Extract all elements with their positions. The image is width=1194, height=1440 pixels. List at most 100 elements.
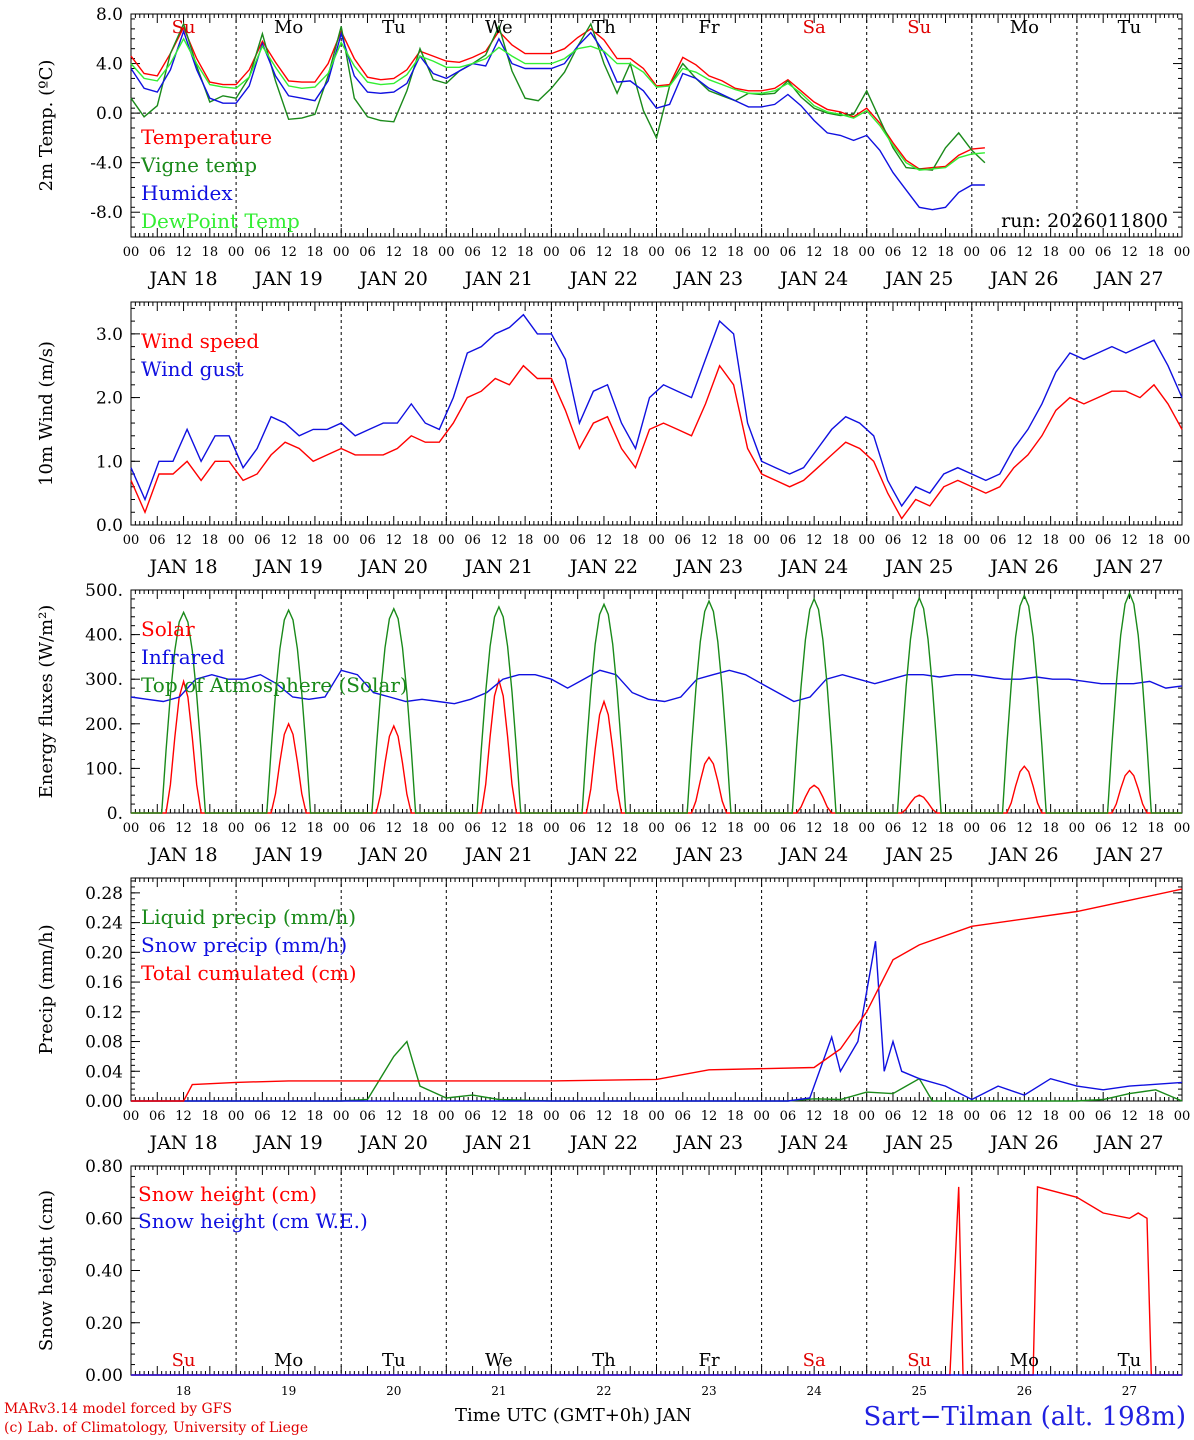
- x-hour-label: 18: [517, 533, 534, 548]
- x-hour-label: 00: [543, 533, 560, 548]
- x-hour-label: 06: [149, 821, 166, 836]
- x-hour-label: 00: [1069, 1109, 1086, 1124]
- x-hour-label: 06: [464, 821, 481, 836]
- weekday-label: Tu: [382, 17, 406, 38]
- series-line: [130, 25, 985, 170]
- x-day-label: JAN 24: [778, 1132, 848, 1154]
- x-hour-label: 18: [727, 533, 744, 548]
- y-axis-label: Precip (mm/h): [36, 924, 57, 1054]
- x-hour-label: 06: [1095, 533, 1112, 548]
- x-hour-label: 18: [937, 821, 954, 836]
- x-hour-label: 12: [280, 245, 297, 260]
- panel-5: 0.00 0.20 0.40 0.60 0.80 Snow height (cm) Snow…: [36, 1157, 1183, 1398]
- series-line: [131, 1040, 1183, 1102]
- legend-entry: Vigne temp: [140, 153, 257, 177]
- x-hour-label: 18: [937, 1109, 954, 1124]
- x-hour-label: 18: [307, 1109, 324, 1124]
- x-hour-label: 18: [727, 821, 744, 836]
- x-hour-label: 18: [832, 245, 849, 260]
- x-hour-label: 18: [517, 1109, 534, 1124]
- x-hour-label: 18: [412, 1109, 429, 1124]
- x-hour-label: 00: [753, 533, 770, 548]
- weekday-label: We: [485, 1350, 513, 1371]
- x-hour-label: 06: [675, 821, 692, 836]
- x-hour-label: 00: [543, 245, 560, 260]
- x-day-label: JAN 27: [1093, 556, 1163, 578]
- y-tick-label: 0.60: [85, 1209, 123, 1229]
- plot-frame: [130, 13, 1183, 238]
- x-hour-label: 12: [806, 533, 823, 548]
- x-day-number: 18: [176, 1384, 191, 1398]
- y-axis-label: Energy fluxes (W/m²): [36, 605, 57, 799]
- x-hour-label: 00: [964, 1109, 981, 1124]
- x-hour-label: 00: [123, 821, 140, 836]
- y-tick-label: 0.08: [85, 1033, 123, 1053]
- x-axis-title: Time UTC (GMT+0h) JAN: [455, 1405, 692, 1426]
- x-hour-label: 06: [149, 245, 166, 260]
- series-line: [131, 888, 1183, 1102]
- x-day-number: 19: [281, 1384, 296, 1398]
- x-hour-label: 00: [858, 821, 875, 836]
- x-hour-label: 00: [964, 533, 981, 548]
- y-tick-label: 200.: [85, 715, 123, 735]
- weekday-label: Th: [592, 1350, 616, 1371]
- x-day-label: JAN 18: [147, 1132, 217, 1154]
- x-hour-label: 18: [937, 245, 954, 260]
- x-hour-label: 06: [675, 533, 692, 548]
- legend-entry: DewPoint Temp: [141, 209, 300, 233]
- x-hour-label: 06: [359, 1109, 376, 1124]
- y-tick-label: 2.0: [96, 389, 123, 409]
- x-day-label: JAN 22: [568, 844, 638, 866]
- x-hour-label: 12: [491, 821, 508, 836]
- x-hour-label: 18: [517, 245, 534, 260]
- x-hour-label: 18: [1042, 533, 1059, 548]
- x-hour-label: 12: [701, 821, 718, 836]
- x-hour-label: 12: [911, 533, 928, 548]
- x-day-label: JAN 27: [1093, 268, 1163, 290]
- x-day-label: JAN 18: [147, 556, 217, 578]
- x-hour-label: 00: [858, 245, 875, 260]
- x-hour-label: 00: [753, 1109, 770, 1124]
- x-hour-label: 06: [254, 533, 271, 548]
- x-hour-label: 06: [675, 1109, 692, 1124]
- y-tick-label: 0.20: [85, 1314, 123, 1334]
- x-hour-label: 12: [596, 821, 613, 836]
- x-day-label: JAN 21: [463, 556, 533, 578]
- x-hour-label: 18: [1147, 245, 1164, 260]
- x-hour-label: 06: [990, 1109, 1007, 1124]
- credit-line-1: MARv3.14 model forced by GFS: [4, 1401, 233, 1417]
- x-hour-label: 18: [832, 1109, 849, 1124]
- x-hour-label: 12: [911, 1109, 928, 1124]
- x-day-label: JAN 21: [463, 1132, 533, 1154]
- x-hour-label: 00: [543, 821, 560, 836]
- series-line: [131, 591, 1182, 814]
- weekday-label: Su: [172, 1350, 196, 1371]
- x-hour-label: 18: [937, 533, 954, 548]
- x-hour-label: 06: [1095, 821, 1112, 836]
- x-hour-label: 12: [701, 533, 718, 548]
- x-hour-label: 18: [1042, 245, 1059, 260]
- y-tick-label: 8.0: [96, 5, 123, 25]
- y-tick-label: 0.0: [96, 516, 123, 536]
- y-tick-label: 0.24: [85, 914, 123, 934]
- x-hour-label: 12: [385, 1109, 402, 1124]
- x-hour-label: 06: [464, 245, 481, 260]
- x-hour-label: 18: [412, 533, 429, 548]
- x-hour-label: 12: [1016, 533, 1033, 548]
- y-tick-label: 0.28: [85, 884, 123, 904]
- x-hour-label: 06: [254, 245, 271, 260]
- legend-entry: Solar: [141, 617, 195, 641]
- y-axis-label: 10m Wind (m/s): [36, 341, 57, 486]
- x-hour-label: 12: [175, 533, 192, 548]
- x-hour-label: 00: [438, 1109, 455, 1124]
- x-hour-label: 12: [1121, 1109, 1138, 1124]
- x-hour-label: 06: [359, 821, 376, 836]
- x-hour-label: 18: [412, 245, 429, 260]
- x-hour-label: 00: [858, 533, 875, 548]
- x-hour-label: 00: [333, 821, 350, 836]
- x-hour-label: 06: [569, 1109, 586, 1124]
- series-line: [130, 669, 1183, 705]
- x-hour-label: 18: [307, 245, 324, 260]
- x-hour-label: 18: [202, 1109, 219, 1124]
- x-day-label: JAN 20: [358, 844, 428, 866]
